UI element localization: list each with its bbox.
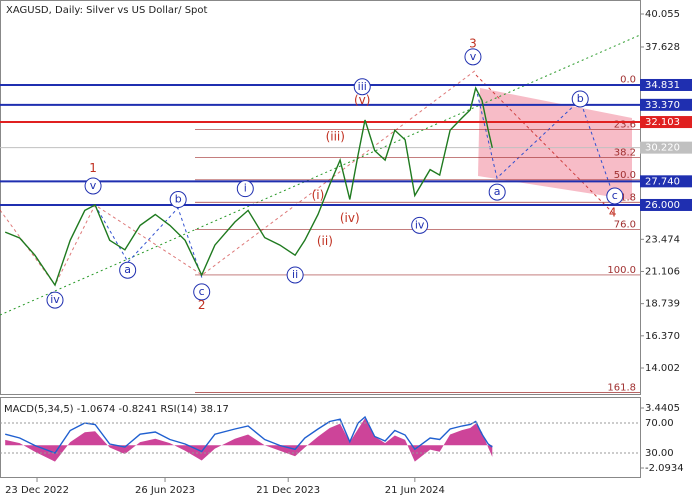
wave-label: (i) bbox=[312, 188, 325, 202]
wave-label: iv bbox=[415, 218, 425, 231]
x-tick-label: 23 Dec 2022 bbox=[5, 485, 69, 496]
wave-label: b bbox=[577, 92, 584, 105]
wave-circle bbox=[46, 291, 64, 309]
trend-line bbox=[0, 34, 641, 316]
level-box bbox=[640, 116, 692, 129]
fib-label: 38.2 bbox=[614, 147, 636, 158]
level-label: 34.831 bbox=[645, 80, 680, 91]
level-box bbox=[640, 175, 692, 188]
wave-label: a bbox=[494, 185, 501, 198]
wave-circle bbox=[464, 48, 482, 66]
macd-tick-label: 3.4405 bbox=[645, 403, 680, 414]
y-tick-label: 21.106 bbox=[645, 266, 680, 277]
wave-label: v bbox=[470, 50, 477, 63]
level-box bbox=[640, 141, 692, 154]
wave-circle bbox=[169, 191, 187, 209]
forecast-line bbox=[475, 74, 614, 214]
wave-circle bbox=[286, 266, 304, 284]
wave-circle bbox=[411, 216, 429, 234]
y-tick-label: 16.370 bbox=[645, 331, 680, 342]
fib-label: 0.0 bbox=[620, 75, 636, 86]
wave-circle bbox=[606, 187, 624, 205]
fib-label: 61.8 bbox=[614, 192, 636, 203]
wave-label: c bbox=[612, 189, 618, 202]
wave-label: iv bbox=[50, 293, 60, 306]
y-tick-label: 37.628 bbox=[645, 42, 680, 53]
wave-label: (iv) bbox=[340, 211, 360, 225]
forecast-line bbox=[475, 87, 616, 201]
wave-label: ii bbox=[292, 268, 298, 281]
wave-circle bbox=[571, 90, 589, 108]
x-tick-label: 26 Jun 2023 bbox=[135, 485, 195, 496]
rsi-tick-label: 70.00 bbox=[645, 418, 674, 429]
indicator-title: MACD(5,34,5) -1.0674 -0.8241 RSI(14) 38.… bbox=[4, 404, 229, 415]
y-tick-label: 40.055 bbox=[645, 9, 680, 20]
wave-circle bbox=[84, 177, 102, 195]
level-box bbox=[640, 78, 692, 91]
level-label: 32.103 bbox=[645, 117, 680, 128]
wave-label: (iii) bbox=[326, 130, 345, 144]
wave-label: 1 bbox=[89, 161, 97, 175]
macd-tick-label: -2.0934 bbox=[645, 463, 684, 474]
wave-label: 4 bbox=[609, 206, 617, 220]
level-label: 27.740 bbox=[645, 176, 680, 187]
wave-label: (v) bbox=[354, 93, 370, 107]
wave-label: i bbox=[244, 182, 247, 195]
forecast-channel bbox=[478, 88, 632, 200]
price-line bbox=[4, 86, 493, 287]
wave-circle bbox=[119, 261, 137, 279]
rsi-line bbox=[5, 415, 493, 454]
wave-label: 3 bbox=[469, 36, 477, 50]
y-tick-label: 14.002 bbox=[645, 363, 680, 374]
y-tick-label: 23.474 bbox=[645, 234, 680, 245]
main-panel bbox=[0, 0, 641, 395]
wave-label: (ii) bbox=[317, 234, 333, 248]
rsi-tick-label: 30.00 bbox=[645, 448, 674, 459]
fib-label: 100.0 bbox=[607, 265, 636, 276]
level-label: 26.000 bbox=[645, 200, 680, 211]
wave-line bbox=[94, 204, 203, 279]
wave-circle bbox=[193, 283, 211, 301]
wave-label: 2 bbox=[198, 298, 206, 312]
level-box bbox=[640, 98, 692, 111]
wave-circle bbox=[353, 78, 371, 96]
wave-label: iii bbox=[358, 80, 367, 93]
fib-label: 50.0 bbox=[614, 170, 636, 181]
wave-label: v bbox=[90, 179, 97, 192]
y-tick-label: 18.739 bbox=[645, 299, 680, 310]
wave-label: a bbox=[124, 263, 131, 276]
level-box bbox=[640, 198, 692, 211]
wave-label: c bbox=[199, 285, 205, 298]
wave-circle bbox=[488, 183, 506, 201]
wave-label: b bbox=[175, 193, 182, 206]
wave-circle bbox=[236, 180, 254, 198]
x-tick-label: 21 Jun 2024 bbox=[385, 485, 445, 496]
level-label: 33.370 bbox=[645, 100, 680, 111]
chart-title: XAGUSD, Daily: Silver vs US Dollar/ Spot bbox=[6, 5, 208, 16]
fib-label: 23.6 bbox=[614, 120, 636, 131]
x-tick-label: 21 Dec 2023 bbox=[256, 485, 320, 496]
level-label: 30.220 bbox=[645, 143, 680, 154]
fib-label: 76.0 bbox=[614, 219, 636, 230]
fib-label: 161.8 bbox=[607, 382, 636, 393]
